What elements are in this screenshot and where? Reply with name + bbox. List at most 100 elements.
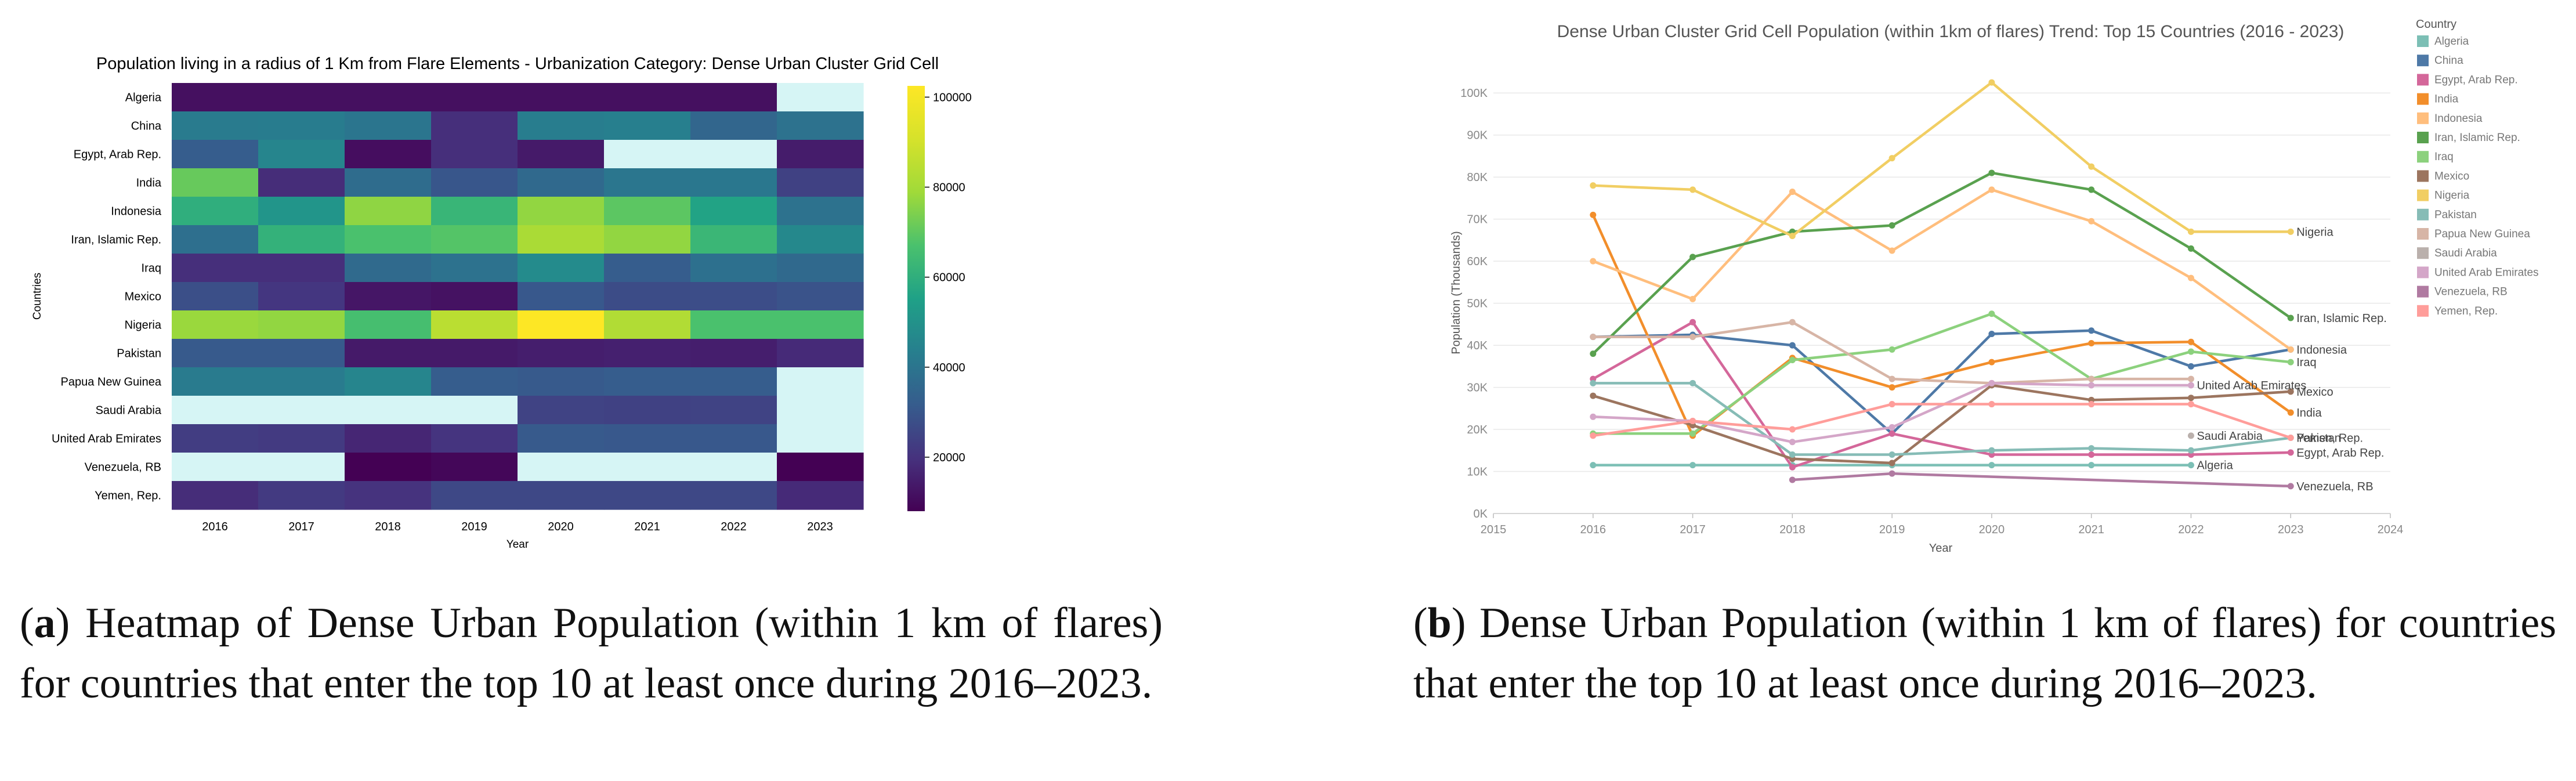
series-saudi-arabia: Saudi Arabia (2187, 430, 2263, 443)
colorbar-tick-label: 80000 (933, 182, 965, 194)
series-point (1888, 460, 1895, 467)
series-point (1888, 470, 1895, 477)
series-end-label: Iraq (2296, 356, 2316, 369)
heatmap-cell (604, 310, 691, 339)
y-tick-label: 90K (1467, 129, 1488, 142)
heatmap-cell (518, 453, 605, 482)
heatmap-cell (431, 83, 518, 112)
heatmap-cell (431, 254, 518, 283)
heatmap-cell (345, 254, 432, 283)
series-point (1789, 439, 1796, 446)
series-point (1988, 359, 1995, 366)
series-egypt-arab-rep: Egypt, Arab Rep. (1590, 319, 2384, 471)
heatmap-cell (431, 197, 518, 226)
y-tick-label: 60K (1467, 255, 1488, 268)
series-point (1689, 430, 1696, 437)
legend-item-label: Pakistan (2434, 209, 2477, 221)
heatmap-cell (518, 168, 605, 197)
series-point (2187, 338, 2194, 345)
series-point (1988, 169, 1995, 176)
y-tick-label: 20K (1467, 424, 1488, 436)
heatmap-cell (777, 225, 864, 254)
series-point (1888, 424, 1895, 431)
y-tick-label: 0K (1474, 508, 1488, 520)
series-point (2088, 462, 2095, 469)
heatmap-cell (258, 396, 345, 425)
x-tick-label: 2020 (1979, 523, 2005, 536)
heatmap-cell (518, 197, 605, 226)
legend-swatch (2417, 74, 2429, 86)
heatmap-cell (431, 282, 518, 311)
heatmap-cell (345, 424, 432, 453)
legend-swatch (2417, 208, 2429, 220)
series-point (2187, 274, 2194, 281)
series-point (2187, 462, 2194, 469)
heatmap-cell (690, 140, 777, 169)
heatmap-cell (777, 367, 864, 396)
heatmap-row-label: Papua New Guinea (61, 376, 162, 389)
x-tick-label: 2021 (2078, 523, 2104, 536)
series-point (2088, 327, 2095, 334)
heatmap-cell (518, 396, 605, 425)
series-point (2287, 449, 2294, 456)
series-point (1789, 189, 1796, 196)
heatmap-cell (690, 83, 777, 112)
caption-a: (a) Heatmap of Dense Urban Population (w… (20, 599, 1163, 707)
legend-item-label: China (2434, 55, 2463, 67)
heatmap-cell (345, 197, 432, 226)
legend-item-label: Nigeria (2434, 190, 2470, 202)
heatmap-cell (172, 83, 259, 112)
heatmap-cell (777, 453, 864, 482)
heatmap-cell (172, 197, 259, 226)
series-point (1590, 432, 1597, 439)
heatmap-cell (690, 225, 777, 254)
series-line-pakistan (1593, 382, 2291, 456)
heatmap-row-label: Iraq (142, 262, 161, 275)
heatmap-cell (345, 225, 432, 254)
legend-item-label: Iraq (2434, 151, 2454, 163)
heatmap-cell (604, 339, 691, 368)
heatmap-cell (690, 254, 777, 283)
heatmap-cell (172, 225, 259, 254)
heatmap-cell (690, 111, 777, 140)
colorbar-tick-label: 60000 (933, 272, 965, 284)
heatmap-cell (172, 140, 259, 169)
legend-item-label: Mexico (2434, 170, 2469, 182)
heatmap-cell (690, 453, 777, 482)
series-point (1988, 186, 1995, 193)
x-tick-label: 2019 (1879, 523, 1905, 536)
series-point (1689, 319, 1696, 326)
heatmap-row-label: Nigeria (125, 319, 162, 332)
heatmap-cell (604, 396, 691, 425)
caption-b: (b) Dense Urban Population (within 1 km … (1413, 599, 2556, 707)
series-point (1590, 413, 1597, 420)
heatmap-cell (431, 310, 518, 339)
series-point (2287, 228, 2294, 235)
heatmap-cell (172, 282, 259, 311)
series-point (2088, 401, 2095, 408)
heatmap-cell (258, 367, 345, 396)
x-tick-label: 2017 (1680, 523, 1706, 536)
caption-b-letter: b (1427, 599, 1452, 647)
heatmap-cell (172, 111, 259, 140)
series-end-label: Yemen, Rep. (2296, 432, 2363, 445)
colorbar-tick-label: 20000 (933, 451, 965, 464)
series-point (1988, 401, 1995, 408)
series-point (1689, 334, 1696, 341)
series-point (2187, 245, 2194, 252)
heatmap-cell (604, 111, 691, 140)
legend-item-label: Egypt, Arab Rep. (2434, 74, 2518, 86)
series-point (2287, 435, 2294, 442)
heatmap-cell (431, 225, 518, 254)
colorbar-tick-label: 40000 (933, 361, 965, 374)
heatmap-cell (518, 140, 605, 169)
heatmap-row-label: Mexico (125, 291, 161, 303)
series-venezuela-rb: Venezuela, RB (1789, 470, 2374, 493)
series-point (1590, 334, 1597, 341)
heatmap-chart: Population living in a radius of 1 Km fr… (31, 55, 972, 551)
legend-swatch (2417, 247, 2429, 259)
x-tick-label: 2024 (2378, 523, 2404, 536)
x-tick-label: 2016 (1580, 523, 1607, 536)
line-chart-title: Dense Urban Cluster Grid Cell Population… (1557, 22, 2345, 41)
